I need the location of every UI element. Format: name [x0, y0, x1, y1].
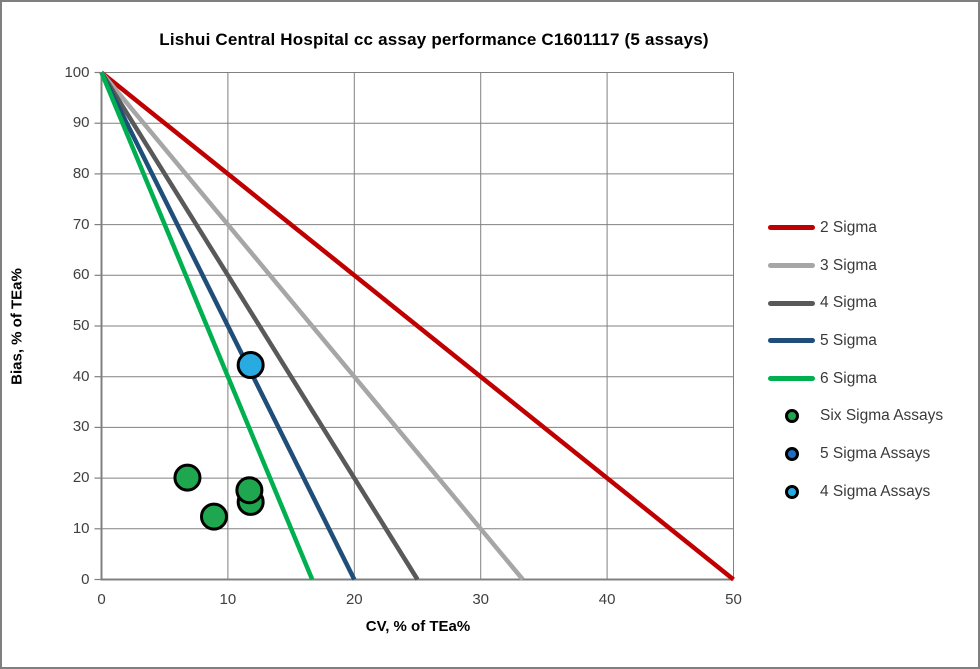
legend-item: 4 Sigma Assays — [768, 473, 943, 511]
sigma-line-2 — [100, 70, 735, 582]
legend-swatch-box — [768, 225, 815, 231]
legend-line-swatch — [768, 300, 815, 306]
legend-swatch-box — [768, 409, 815, 424]
legend-dot-swatch — [784, 484, 799, 499]
assay-point — [235, 476, 264, 505]
y-tick-label: 80 — [72, 164, 90, 182]
y-tick-label: 90 — [72, 114, 90, 132]
assay-point — [199, 502, 228, 531]
legend-item: 5 Sigma Assays — [768, 435, 943, 473]
x-tick-label: 10 — [219, 590, 237, 608]
legend-swatch-box — [768, 484, 815, 499]
legend-swatch-box — [768, 263, 815, 269]
y-tick-label: 50 — [72, 317, 90, 334]
legend-item-label: Six Sigma Assays — [820, 407, 944, 425]
legend-line-swatch — [768, 263, 815, 269]
legend-item-label: 5 Sigma — [820, 331, 877, 349]
legend-item-label: 4 Sigma — [820, 294, 877, 312]
y-axis-title: Bias, % of TEa% — [8, 268, 26, 385]
x-axis-title: CV, % of TEa% — [365, 618, 471, 635]
x-tick-label: 40 — [598, 590, 616, 608]
x-tick-label: 30 — [472, 590, 490, 608]
sigma-line-4 — [99, 71, 420, 581]
legend-item-label: 5 Sigma Assays — [820, 444, 931, 462]
legend-item-label: 3 Sigma — [820, 256, 877, 274]
legend-item-label: 4 Sigma Assays — [820, 482, 931, 500]
legend-item: 3 Sigma — [768, 247, 943, 285]
y-tick-label: 20 — [72, 469, 90, 487]
legend-swatch-box — [768, 300, 815, 306]
legend: 2 Sigma 3 Sigma 4 Sigma 5 Sigma 6 Sigma Six S… — [768, 209, 943, 511]
legend-line-swatch — [768, 338, 815, 344]
legend-item: 5 Sigma — [768, 322, 943, 360]
legend-swatch-box — [768, 338, 815, 344]
legend-item: 4 Sigma — [768, 284, 943, 322]
legend-item-label: 2 Sigma — [820, 218, 877, 236]
x-tick-label: 0 — [97, 590, 106, 608]
legend-swatch-box — [768, 376, 815, 382]
chart-title: Lishui Central Hospital cc assay perform… — [159, 30, 709, 49]
y-tick-label: 0 — [81, 570, 90, 588]
y-tick-label: 40 — [72, 367, 90, 385]
legend-item: 6 Sigma — [768, 360, 943, 398]
y-tick-label: 70 — [72, 215, 90, 233]
legend-item: 2 Sigma — [768, 209, 943, 247]
legend-dot-swatch — [784, 446, 799, 461]
y-tick-label: 30 — [72, 418, 90, 436]
legend-item-label: 6 Sigma — [820, 369, 877, 387]
assay-point — [173, 463, 202, 492]
x-tick-label: 20 — [345, 590, 363, 608]
legend-dot-swatch — [784, 409, 799, 424]
legend-line-swatch — [768, 376, 815, 382]
legend-swatch-box — [768, 446, 815, 461]
sigma-line-3 — [99, 71, 525, 581]
assay-point — [236, 351, 265, 380]
y-tick-label: 10 — [72, 519, 90, 537]
legend-item: Six Sigma Assays — [768, 397, 943, 435]
y-tick-label: 60 — [72, 266, 90, 284]
y-tick-label: 100 — [64, 63, 90, 81]
sigma-line-6 — [99, 71, 315, 581]
legend-line-swatch — [768, 225, 815, 231]
x-tick-label: 50 — [725, 590, 742, 608]
sigma-line-5 — [99, 71, 357, 581]
